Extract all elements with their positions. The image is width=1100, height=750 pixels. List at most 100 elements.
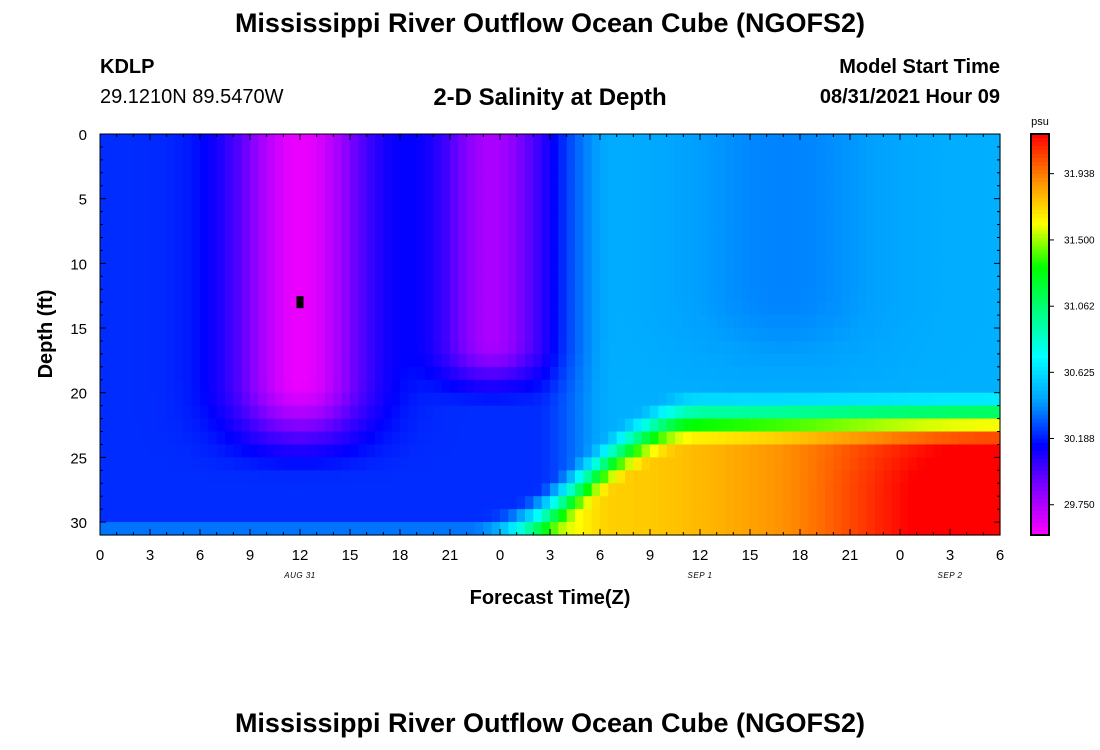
colorbar-tick-label: 31.938: [1064, 169, 1095, 180]
heat-cell: [516, 328, 526, 342]
heat-cell: [400, 250, 409, 264]
heat-cell: [575, 134, 584, 148]
heat-cell: [900, 146, 909, 161]
heat-cell: [275, 276, 284, 290]
heat-cell: [791, 418, 801, 433]
heat-cell: [325, 146, 334, 161]
heat-cell: [658, 146, 668, 161]
heat-cell: [825, 379, 834, 394]
heat-cell: [158, 444, 168, 458]
heat-cell: [400, 509, 409, 523]
heat-cell: [425, 289, 434, 303]
heat-cell: [941, 237, 951, 252]
heat-cell: [825, 431, 834, 446]
heat-cell: [158, 405, 168, 420]
heat-cell: [725, 340, 734, 355]
heat-cell: [675, 315, 684, 329]
heat-cell: [450, 353, 459, 368]
heat-cell: [491, 522, 501, 536]
heat-cell: [375, 198, 384, 213]
heat-cell: [333, 198, 343, 213]
heat-cell: [108, 366, 118, 381]
heat-cell: [633, 418, 643, 433]
heat-cell: [325, 211, 334, 226]
heat-cell: [950, 289, 959, 303]
heat-cell: [291, 237, 301, 252]
heat-cell: [158, 522, 168, 536]
y-tick-label: 15: [70, 321, 87, 338]
heat-cell: [808, 353, 818, 368]
heat-cell: [541, 470, 551, 484]
heat-cell: [383, 431, 393, 446]
heat-cell: [816, 405, 826, 420]
heat-cell: [966, 237, 976, 252]
heat-cell: [966, 405, 976, 420]
heat-cell: [833, 444, 843, 458]
heat-cell: [341, 418, 351, 433]
heat-cell: [850, 146, 859, 161]
colorbar-swatch: [1031, 322, 1049, 328]
heat-cell: [983, 470, 993, 484]
heat-cell: [433, 302, 443, 316]
heat-cell: [858, 224, 868, 239]
heat-cell: [800, 134, 809, 148]
heat-cell: [816, 134, 826, 148]
heat-cell: [358, 146, 368, 161]
heat-cell: [516, 289, 526, 303]
heat-cell: [308, 340, 318, 355]
heat-cell: [775, 237, 784, 252]
heat-cell: [575, 405, 584, 420]
heat-cell: [300, 289, 309, 303]
heat-cell: [541, 353, 551, 368]
heat-cell: [525, 198, 534, 213]
heat-cell: [708, 418, 718, 433]
heat-cell: [200, 185, 209, 200]
heat-cell: [266, 159, 276, 174]
heat-cell: [916, 392, 926, 407]
heat-cell: [725, 457, 734, 471]
heat-cell: [716, 159, 726, 174]
heat-cell: [300, 276, 309, 290]
heat-cell: [775, 250, 784, 264]
heat-cell: [850, 431, 859, 446]
heat-cell: [583, 302, 593, 316]
heat-cell: [766, 405, 776, 420]
colorbar-swatch: [1031, 246, 1049, 251]
heat-cell: [425, 392, 434, 407]
heat-cell: [258, 224, 268, 239]
heat-cell: [200, 483, 209, 497]
heat-cell: [450, 457, 459, 471]
heat-cell: [408, 263, 418, 277]
heat-cell: [825, 250, 834, 264]
heat-cell: [991, 392, 1001, 407]
heat-cell: [800, 302, 809, 316]
heat-cell: [425, 431, 434, 446]
heat-cell: [783, 457, 793, 471]
heat-cell: [816, 328, 826, 342]
heat-cell: [325, 483, 334, 497]
heat-cell: [400, 405, 409, 420]
heat-cell: [633, 483, 643, 497]
heat-cell: [191, 250, 201, 264]
heat-cell: [533, 302, 543, 316]
heat-cell: [700, 431, 709, 446]
heat-cell: [850, 392, 859, 407]
heat-cell: [650, 328, 659, 342]
heat-cell: [708, 237, 718, 252]
heat-cell: [975, 405, 984, 420]
heat-cell: [566, 522, 576, 536]
heat-cell: [500, 159, 509, 174]
heat-cell: [225, 250, 234, 264]
heat-cell: [291, 431, 301, 446]
heat-cell: [708, 509, 718, 523]
heat-cell: [825, 496, 834, 510]
heat-cell: [841, 172, 851, 187]
heat-cell: [650, 172, 659, 187]
heat-cell: [233, 366, 243, 381]
heat-cell: [833, 509, 843, 523]
heat-cell: [291, 496, 301, 510]
heat-cell: [350, 470, 359, 484]
heat-cell: [541, 159, 551, 174]
heat-cell: [550, 470, 559, 484]
heat-cell: [758, 470, 768, 484]
